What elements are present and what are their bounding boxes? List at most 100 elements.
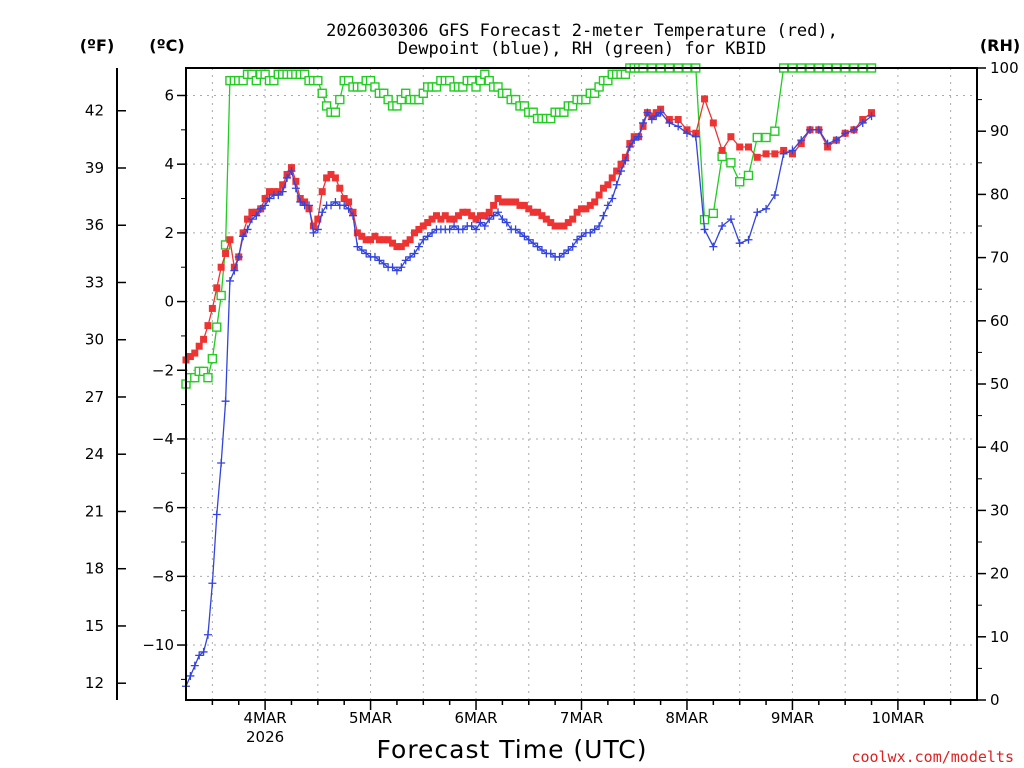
temperature-point [498,198,506,206]
temperature-point [384,236,392,244]
fahrenheit-tick-label: 33 [85,273,104,291]
chart-title-line1: 2026030306 GFS Forecast 2-meter Temperat… [326,21,838,41]
dewpoint-point [291,184,300,193]
dewpoint-point [630,136,639,145]
temperature-point [340,195,348,203]
dewpoint-point [203,630,212,639]
rh-tick-label: 20 [990,565,1009,583]
dewpoint-point [832,136,841,145]
dewpoint-point [735,239,744,248]
temperature-point [441,212,449,220]
temperature-point [582,205,590,213]
dewpoint-point [797,136,806,145]
dewpoint-point [467,222,476,230]
gridlines [186,68,977,700]
temperature-point [529,208,537,216]
temperature-point [248,208,256,216]
dewpoint-point [318,208,327,217]
temperature-point [538,212,546,220]
temperature-point [490,201,498,209]
temperature-point [744,143,752,151]
temperature-point [186,353,194,361]
temperature-point [213,284,221,292]
dewpoint-point [564,246,573,255]
temperature-point [204,322,212,330]
dewpoint-point [841,129,850,138]
fahrenheit-tick-label: 12 [85,674,104,692]
rh-point [203,372,213,383]
rh-point [752,132,762,143]
dewpoint-point [656,108,665,117]
dewpoint-point [480,222,489,230]
temperature-point [481,212,489,220]
rh-tick-label: 60 [990,312,1009,330]
dewpoint-point [353,242,362,251]
temperature-point [191,349,199,357]
rh-tick-label: 80 [990,185,1009,203]
fahrenheit-tick-label: 30 [85,331,104,349]
dewpoint-point [577,232,586,241]
temperature-point [336,184,344,192]
temperature-point [415,225,423,233]
dewpoint-point [515,228,524,237]
fahrenheit-tick-label: 18 [85,560,104,578]
temperature-point [485,208,493,216]
temperature-point [503,198,511,206]
temperature-point [578,205,585,213]
temperature-point [560,222,568,230]
dewpoint-point [274,191,283,200]
dewpoint-point [586,228,595,237]
dewpoint-point [234,252,243,261]
temperature-point [542,215,550,223]
dewpoint-point [603,201,612,210]
temperature-point [736,143,744,151]
fahrenheit-tick-label: 39 [85,159,104,177]
temperature-point [200,335,208,343]
dewpoint-point [700,225,709,234]
fahrenheit-tick-label: 15 [85,617,104,635]
celsius-tick-label: 6 [164,86,174,104]
temperature-point [762,150,770,158]
temperature-point [353,229,361,237]
dewpoint-point [726,215,735,224]
rh-tick-label: 90 [990,122,1009,140]
dewpoint-point [573,235,582,244]
temperature-point [331,174,339,182]
dewpoint-point [590,225,599,234]
dewpoint-point [643,108,652,117]
dewpoint-point [195,651,204,660]
temperature-point [437,215,445,223]
dewpoint-point [199,647,208,656]
dewpoint-point [665,118,674,127]
temperature-point [569,215,577,223]
temperature-point [507,198,515,206]
dewpoint-point [814,125,823,134]
dewpoint-point [313,225,322,234]
x-axis-title: Forecast Time (UTC) [377,735,648,764]
dewpoint-point [406,252,415,261]
temperature-point [771,150,779,158]
temperature-point [472,215,480,223]
dewpoint-point [709,242,718,251]
rh-unit-label: (RH) [980,36,1020,55]
dewpoint-point [485,215,494,224]
temperature-point [494,195,502,203]
temperature-point [389,239,397,247]
temperature-point [599,184,607,192]
rh-point [212,322,222,332]
dewpoint-point [247,215,256,224]
temperature-point [595,191,603,199]
celsius-unit-label: (ºC) [149,36,184,55]
temperature-point [459,208,467,216]
rh-tick-label: 40 [990,438,1009,456]
dewpoint-point [340,201,349,210]
dewpoint-point [230,266,239,275]
dewpoint-point [753,208,762,217]
dewpoint-point [458,225,467,234]
dewpoint-point [331,197,340,206]
dewpoint-point [287,167,296,176]
time-tick-label: 6MAR [454,709,497,727]
time-tick-label: 4MAR [244,709,287,727]
dewpoint-point [529,239,538,248]
temperature-point [397,243,405,251]
